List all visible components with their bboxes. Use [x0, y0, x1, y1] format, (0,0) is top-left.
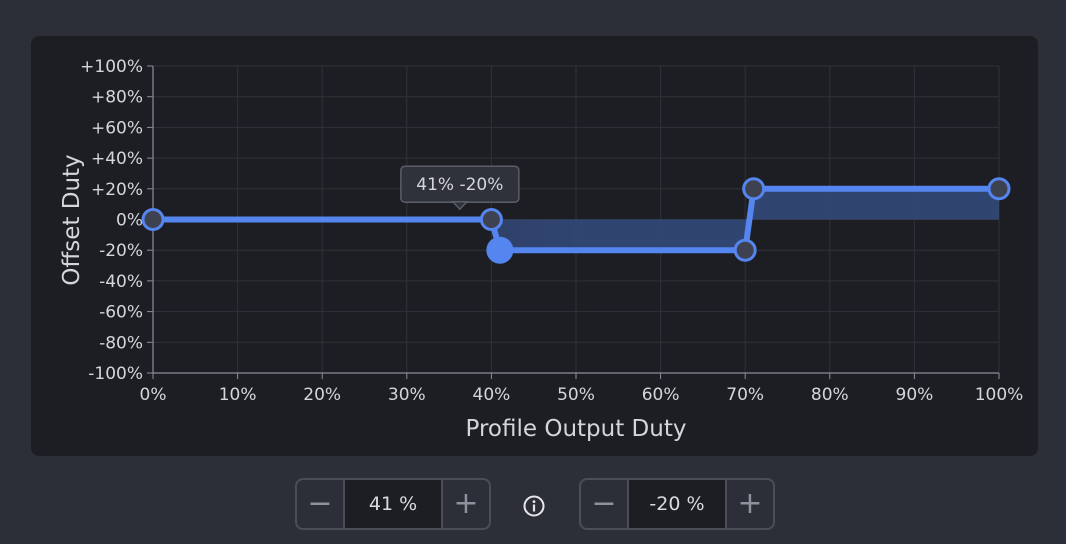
offset-value-field[interactable]: -20 % [627, 480, 727, 528]
info-icon[interactable] [522, 494, 546, 518]
duty-plus-button[interactable]: + [443, 480, 489, 528]
point-tooltip: 41% -20% [400, 165, 520, 211]
x-tick-label: 30% [388, 385, 426, 405]
offset-minus-button[interactable]: − [581, 480, 627, 528]
x-tick-label: 70% [726, 385, 764, 405]
plus-icon: + [453, 486, 479, 521]
y-tick-label: -20% [99, 241, 143, 261]
chart-panel: 0% 10% 20% 30% 40% 50% 60% 70% 80% 90% 100% +100% +… [31, 36, 1038, 456]
duty-minus-button[interactable]: − [297, 480, 343, 528]
data-point[interactable] [479, 208, 503, 231]
minus-icon: − [307, 486, 333, 521]
x-tick-label: 50% [557, 385, 595, 405]
x-tick-label: 0% [140, 385, 167, 405]
data-point[interactable] [742, 177, 766, 201]
x-tick-label: 100% [975, 385, 1024, 405]
x-tick-label: 60% [642, 385, 680, 405]
y-tick-label: -60% [99, 303, 143, 323]
data-point-selected[interactable] [486, 236, 514, 264]
x-tick-label: 80% [811, 385, 849, 405]
x-tick-label: 90% [896, 385, 934, 405]
duty-value-field[interactable]: 41 % [343, 480, 443, 528]
minus-icon: − [591, 486, 617, 521]
x-tick-label: 20% [303, 385, 341, 405]
y-tick-label: 0% [116, 211, 143, 231]
x-tick-label: 10% [219, 385, 257, 405]
plus-icon: + [737, 486, 763, 521]
offset-plus-button[interactable]: + [727, 480, 773, 528]
y-tick-label: +40% [91, 149, 143, 169]
duty-stepper: − 41 % + [295, 478, 491, 530]
area-fill [153, 188, 999, 251]
y-tick-label: -80% [99, 333, 143, 353]
series-line [150, 185, 1002, 254]
data-point[interactable] [733, 238, 757, 262]
y-tick-label: +100% [80, 57, 143, 77]
chart-fill [153, 188, 999, 251]
data-point[interactable] [987, 177, 1011, 201]
x-axis-label: Profile Output Duty [466, 416, 687, 442]
y-tick-labels: +100% +80% +60% +40% +20% 0% -20% -40% -60% -80% -… [80, 57, 143, 384]
y-tick-label: +80% [91, 88, 143, 108]
y-tick-label: -40% [99, 272, 143, 292]
x-tick-labels: 0% 10% 20% 30% 40% 50% 60% 70% 80% 90% 100% [140, 385, 1024, 405]
y-axis-label: Offset Duty [59, 154, 85, 285]
offset-chart[interactable]: 0% 10% 20% 30% 40% 50% 60% 70% 80% 90% 100% +100%+… [31, 36, 1038, 456]
tooltip-arrow [451, 200, 469, 211]
y-tick-label: -100% [88, 364, 143, 384]
controls-bar: − 41 % + − -20 % + [0, 478, 1066, 534]
y-tick-label: +60% [91, 118, 143, 138]
y-tick-label: +20% [91, 180, 143, 200]
series-polyline [150, 185, 1002, 254]
x-tick-label: 40% [473, 385, 511, 405]
offset-stepper: − -20 % + [579, 478, 775, 530]
series-points[interactable] [141, 177, 1011, 264]
data-point[interactable] [141, 208, 165, 231]
tooltip-text: 41% -20% [416, 175, 503, 195]
